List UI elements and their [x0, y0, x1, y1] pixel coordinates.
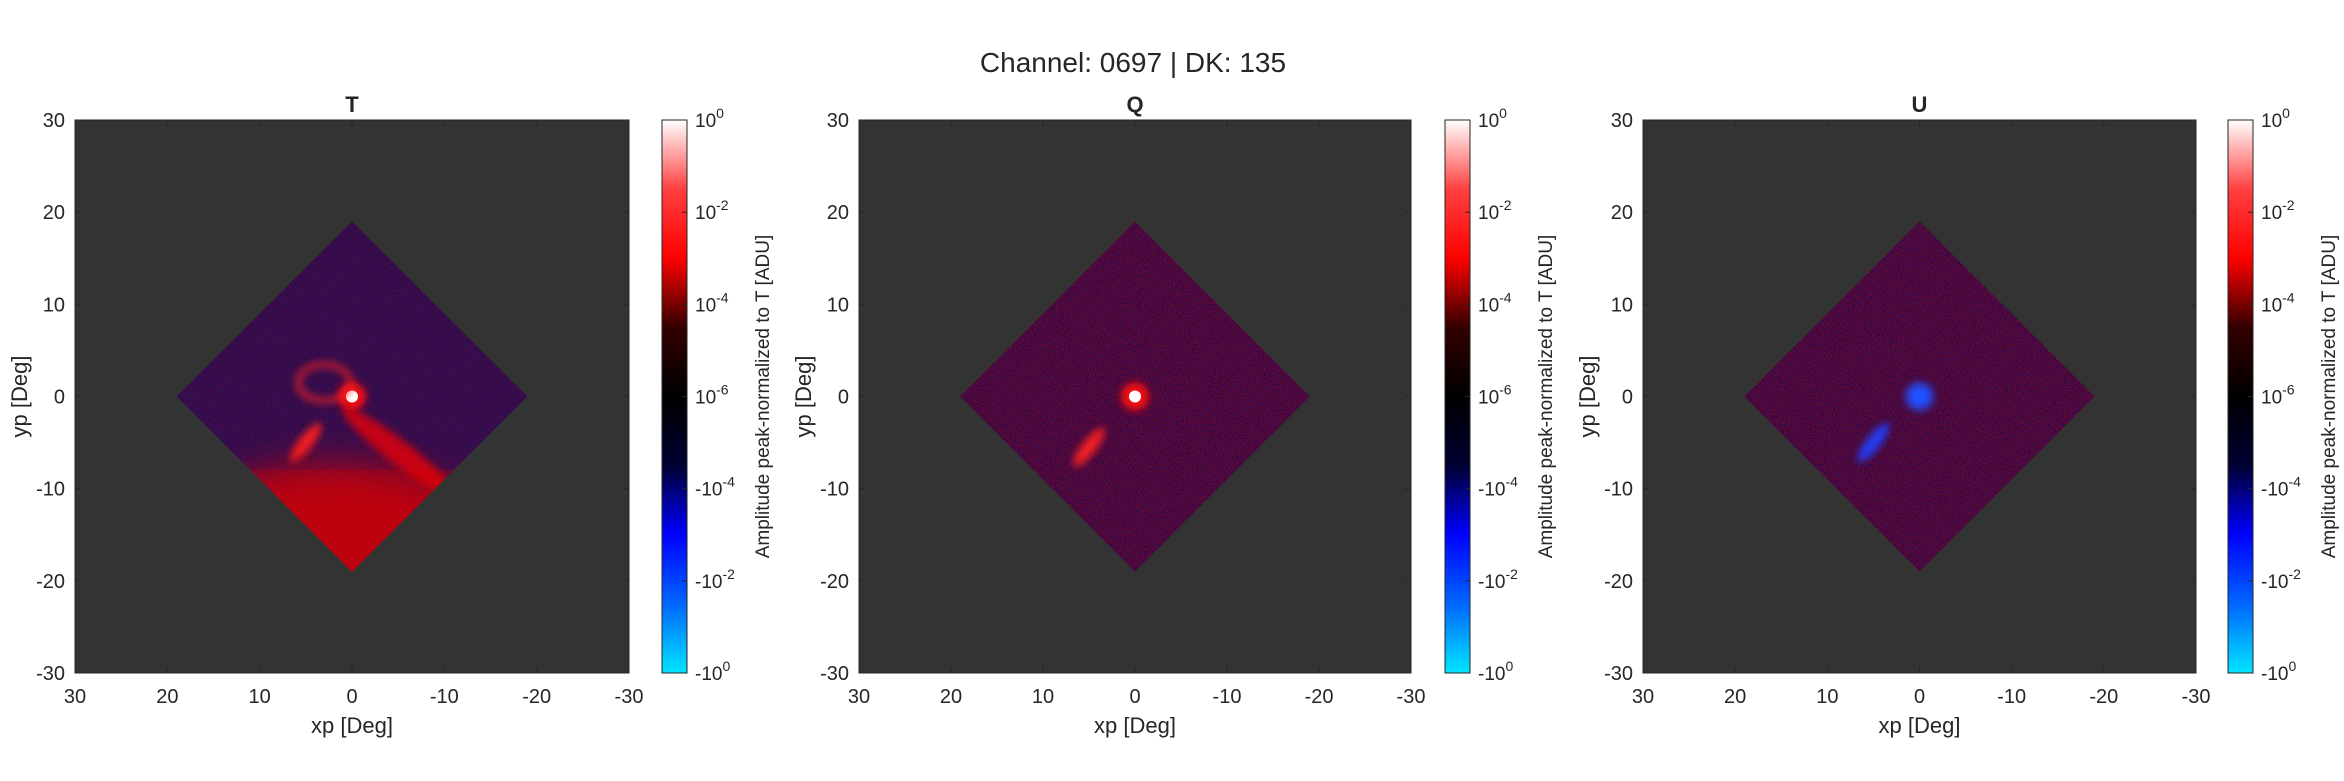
- y-tick-label: -30: [820, 663, 849, 685]
- colorbar-tick-label: 10-2: [1478, 197, 1512, 224]
- colorbar-tick-label: -100: [2261, 658, 2296, 685]
- colorbar-tick-label: 10-6: [2261, 382, 2295, 409]
- x-tick-label: 20: [940, 686, 962, 708]
- x-tick-label: 30: [1632, 686, 1654, 708]
- x-tick-label: -10: [1997, 686, 2026, 708]
- y-tick-label: 20: [43, 202, 65, 224]
- colorbar-tick-label: 100: [2261, 105, 2290, 132]
- colorbar-tick-label: 10-4: [1478, 289, 1512, 316]
- x-tick-label: 20: [156, 686, 178, 708]
- y-axis-label: yp [Deg]: [1575, 356, 1600, 438]
- colorbar-tick-label: 10-2: [2261, 197, 2295, 224]
- colorbar-tick-label: -10-2: [2261, 566, 2301, 593]
- colorbar-tick-label: -100: [1478, 658, 1513, 685]
- x-tick-label: 20: [1724, 686, 1746, 708]
- x-tick-label: -20: [2089, 686, 2118, 708]
- y-tick-label: -30: [1604, 663, 1633, 685]
- x-axis-label: xp [Deg]: [1879, 713, 1961, 738]
- y-tick-label: -20: [820, 571, 849, 593]
- x-tick-label: -30: [615, 686, 644, 708]
- colorbar-tick-label: 10-2: [695, 197, 729, 224]
- colorbar-tick-label: -10-4: [2261, 474, 2301, 501]
- panel-title: T: [345, 92, 359, 117]
- colorbar-tick-label: 10-4: [2261, 289, 2295, 316]
- colorbar-label: Amplitude peak-normalized to T [ADU]: [753, 235, 774, 559]
- x-tick-label: 10: [249, 686, 271, 708]
- x-tick-label: -20: [1305, 686, 1334, 708]
- y-tick-label: 10: [827, 294, 849, 316]
- y-tick-label: 30: [43, 110, 65, 132]
- y-tick-label: 0: [1622, 387, 1633, 409]
- colorbar-tick-label: 100: [695, 105, 724, 132]
- colorbar: 100 10-2 10-4 10-6 -10-4 -10-2 -100 Amplitude p…: [661, 105, 774, 685]
- y-tick-label: -20: [1604, 571, 1633, 593]
- y-axis-label: yp [Deg]: [791, 356, 816, 438]
- panel-title: U: [1912, 92, 1928, 117]
- x-tick-label: 0: [1129, 686, 1140, 708]
- y-tick-label: 30: [1611, 110, 1633, 132]
- x-tick-label: 10: [1816, 686, 1838, 708]
- colorbar-tick-label: -10-2: [695, 566, 735, 593]
- y-axis-label: yp [Deg]: [7, 356, 32, 438]
- feature-peak: [1129, 390, 1141, 403]
- y-tick-label: 20: [827, 202, 849, 224]
- y-tick-label: 0: [54, 387, 65, 409]
- feature-streak: [1857, 423, 1890, 462]
- feature-peak: [1913, 390, 1926, 403]
- colorbar-label: Amplitude peak-normalized to T [ADU]: [1536, 235, 1557, 559]
- colorbar-tick-label: -10-4: [695, 474, 735, 501]
- x-tick-label: -10: [430, 686, 459, 708]
- colorbar-tick-label: -100: [695, 658, 730, 685]
- colorbar: 100 10-2 10-4 10-6 -10-4 -10-2 -100 Amplitude p…: [1444, 105, 1557, 685]
- x-tick-label: 0: [1914, 686, 1925, 708]
- y-tick-label: -10: [820, 479, 849, 501]
- x-tick-label: 30: [64, 686, 86, 708]
- figure-title: Channel: 0697 | DK: 135: [980, 47, 1286, 78]
- panel-title: Q: [1126, 92, 1143, 117]
- y-tick-label: -10: [36, 479, 65, 501]
- x-tick-label: -10: [1213, 686, 1242, 708]
- y-tick-label: -30: [36, 663, 65, 685]
- y-tick-label: 30: [827, 110, 849, 132]
- colorbar-tick-label: 10-4: [695, 289, 729, 316]
- colorbar-tick-label: 10-6: [695, 382, 729, 409]
- y-tick-label: 10: [43, 294, 65, 316]
- feature-streak: [290, 423, 322, 462]
- x-tick-label: 0: [346, 686, 357, 708]
- colorbar-tick-label: 100: [1478, 105, 1507, 132]
- feature-streak: [1073, 427, 1105, 467]
- x-axis-label: xp [Deg]: [1094, 713, 1176, 738]
- y-tick-label: -20: [36, 571, 65, 593]
- y-tick-label: 10: [1611, 294, 1633, 316]
- colorbar-tick-label: -10-2: [1478, 566, 1518, 593]
- y-tick-label: 20: [1611, 202, 1633, 224]
- colorbar: 100 10-2 10-4 10-6 -10-4 -10-2 -100 Amplitude p…: [2227, 105, 2340, 685]
- y-tick-label: 0: [838, 387, 849, 409]
- x-tick-label: -30: [2182, 686, 2211, 708]
- x-tick-label: 30: [848, 686, 870, 708]
- x-tick-label: -30: [1397, 686, 1426, 708]
- colorbar-tick-label: 10-6: [1478, 382, 1512, 409]
- y-tick-label: -10: [1604, 479, 1633, 501]
- x-axis-label: xp [Deg]: [311, 713, 393, 738]
- x-tick-label: -20: [522, 686, 551, 708]
- x-tick-label: 10: [1032, 686, 1054, 708]
- colorbar-label: Amplitude peak-normalized to T [ADU]: [2319, 235, 2340, 559]
- colorbar-tick-label: -10-4: [1478, 474, 1518, 501]
